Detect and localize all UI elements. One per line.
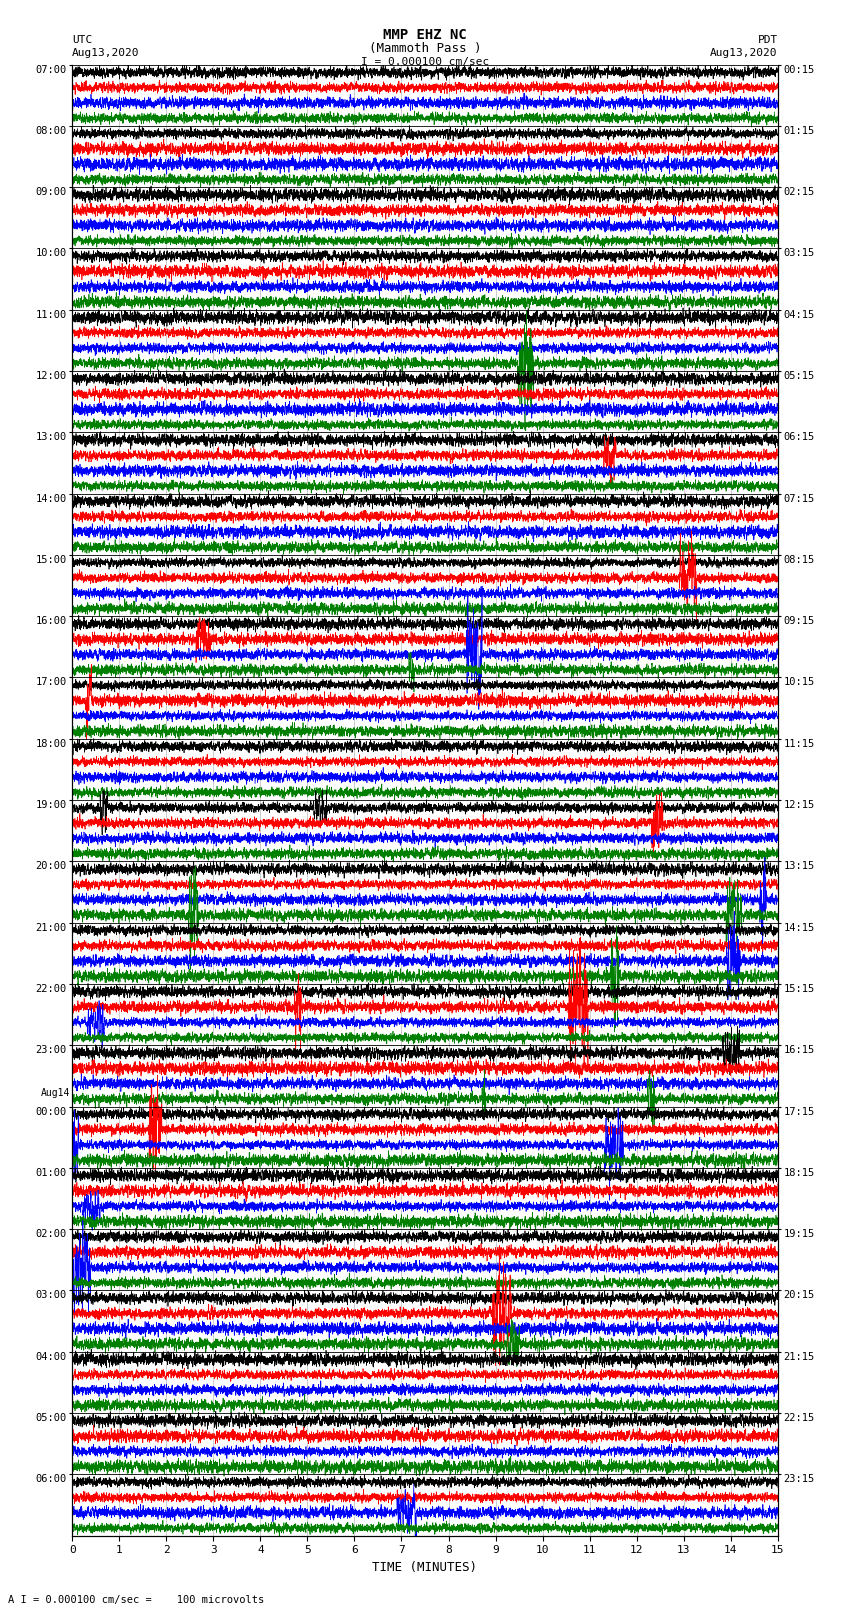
X-axis label: TIME (MINUTES): TIME (MINUTES) bbox=[372, 1561, 478, 1574]
Text: I = 0.000100 cm/sec: I = 0.000100 cm/sec bbox=[361, 56, 489, 66]
Text: Aug13,2020: Aug13,2020 bbox=[711, 48, 778, 58]
Text: A I = 0.000100 cm/sec =    100 microvolts: A I = 0.000100 cm/sec = 100 microvolts bbox=[8, 1595, 264, 1605]
Text: PDT: PDT bbox=[757, 35, 778, 45]
Text: (Mammoth Pass ): (Mammoth Pass ) bbox=[369, 42, 481, 55]
Text: Aug14: Aug14 bbox=[41, 1087, 71, 1097]
Text: Aug13,2020: Aug13,2020 bbox=[72, 48, 139, 58]
Text: MMP EHZ NC: MMP EHZ NC bbox=[383, 27, 467, 42]
Text: UTC: UTC bbox=[72, 35, 93, 45]
